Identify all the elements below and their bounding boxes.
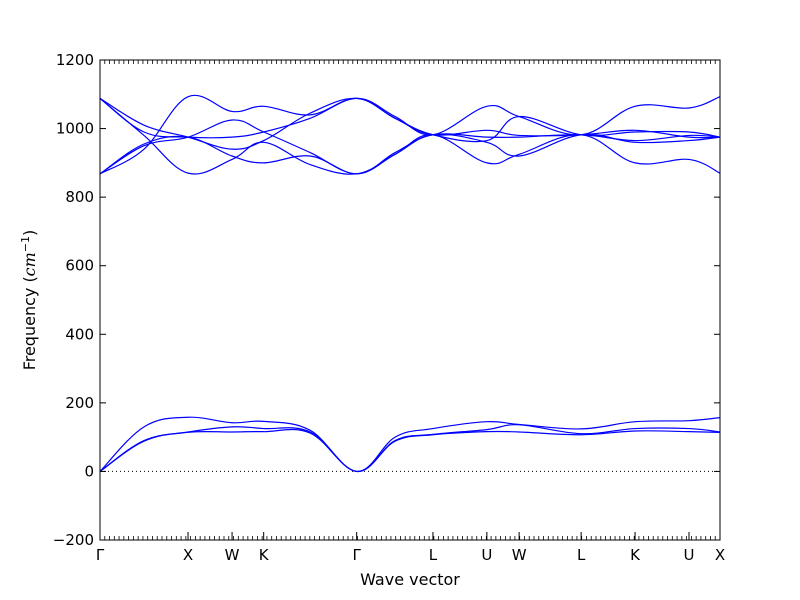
x-tick-label-7: W [512, 546, 527, 564]
x-tick-label-5: L [429, 546, 438, 564]
series-line-1 [99, 416, 721, 473]
series-line-2 [99, 424, 721, 473]
y-tick-label-1: 0 [84, 462, 94, 480]
plot-frame [99, 59, 721, 541]
y-tick-label-3: 400 [65, 325, 94, 343]
y-axis-title-exp: −1 [19, 236, 32, 252]
x-tick-label-11: X [715, 546, 725, 564]
x-tick-label-10: U [684, 546, 695, 564]
y-tick-label-6: 1000 [56, 120, 94, 138]
y-axis-title: Frequency (cm−1) [19, 230, 39, 371]
y-tick-label-2: 200 [65, 394, 94, 412]
series-line-6 [99, 94, 721, 175]
y-axis-title-unit: cm [20, 252, 39, 276]
y-tick-label-5: 800 [65, 188, 94, 206]
x-tick-label-8: L [577, 546, 586, 564]
y-tick-label-4: 600 [65, 257, 94, 275]
x-tick-label-9: K [630, 546, 641, 564]
y-tick-label-7: 1200 [56, 51, 94, 69]
y-axis-title-close: ) [20, 230, 39, 236]
x-tick-label-6: U [481, 546, 492, 564]
series-line-9 [99, 97, 721, 175]
x-tick-label-3: K [259, 546, 270, 564]
series-line-3 [99, 428, 721, 473]
labels-layer: −200 0 200 400 600 800 1000 1200 Γ X W K Γ L U W L K U X [53, 51, 725, 564]
x-axis-title: Wave vector [360, 570, 460, 589]
ticks-layer [99, 59, 721, 541]
y-tick-label-0: −200 [53, 531, 94, 549]
y-axis-title-text: Frequency ( [20, 276, 39, 370]
x-tick-label-4: Γ [353, 546, 362, 564]
series-layer [99, 94, 721, 473]
series-line-5 [99, 96, 721, 139]
x-tick-label-0: Γ [96, 546, 105, 564]
x-tick-label-2: W [225, 546, 240, 564]
x-tick-label-1: X [183, 546, 193, 564]
